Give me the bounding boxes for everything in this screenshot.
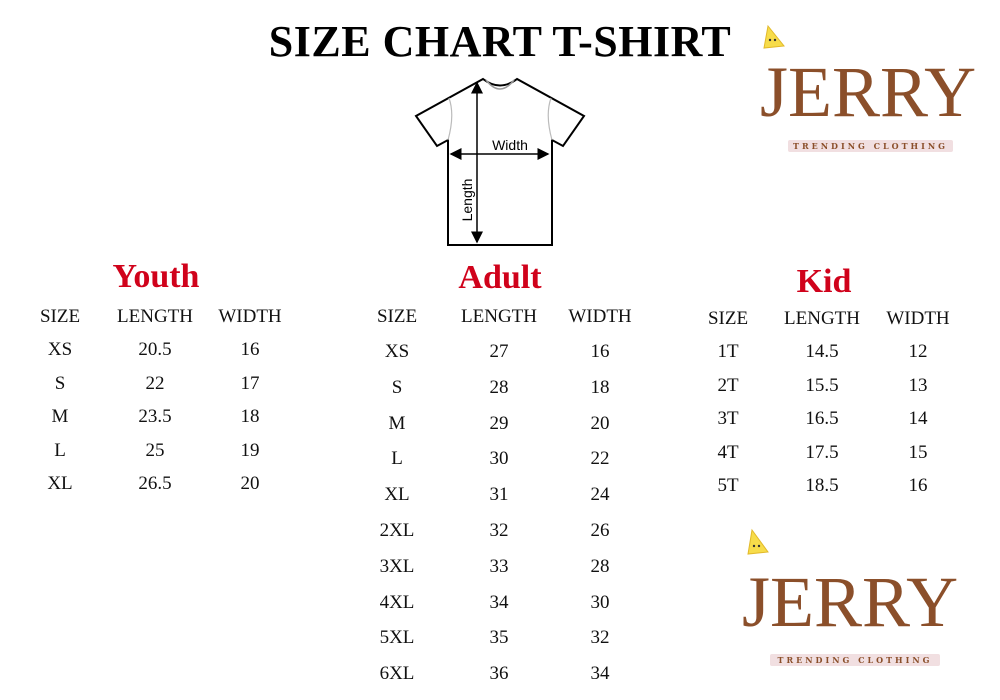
section-title: Kid <box>796 263 852 300</box>
table-cell: XS <box>384 341 410 362</box>
table-cell: 36 <box>489 663 509 685</box>
section-title: Youth <box>112 258 200 295</box>
table-cell: 32 <box>590 627 610 649</box>
table-cell: 24 <box>590 484 610 506</box>
column-header: LENGTH <box>117 306 193 327</box>
table-cell: 30 <box>590 591 610 613</box>
table-cell: M <box>51 406 69 427</box>
table-cell: 3XL <box>379 555 415 577</box>
column-header: LENGTH <box>784 308 860 329</box>
table-cell: L <box>54 439 66 461</box>
table-cell: 3T <box>717 408 739 429</box>
table-cell: 18 <box>590 376 610 398</box>
column-header: WIDTH <box>218 306 282 327</box>
table-cell: 26.5 <box>138 473 172 494</box>
logo-tagline: TRENDING CLOTHING <box>788 140 953 152</box>
table-cell: 23.5 <box>138 406 172 427</box>
table-cell: 33 <box>489 555 509 577</box>
table-cell: 28 <box>489 376 509 398</box>
brand-logo-bottom: JERRY TRENDING CLOTHING <box>742 528 967 673</box>
table-cell: 26 <box>590 520 610 541</box>
table-cell: 29 <box>489 412 509 434</box>
table-cell: 16 <box>908 475 928 496</box>
logo-tagline: TRENDING CLOTHING <box>770 654 940 666</box>
table-cell: 20 <box>590 412 610 434</box>
table-cell: 25 <box>145 439 165 461</box>
table-cell: XL <box>384 484 410 506</box>
table-cell: XS <box>47 339 73 360</box>
table-cell: 20.5 <box>138 339 172 360</box>
table-cell: 14.5 <box>805 341 839 362</box>
table-cell: S <box>391 376 403 398</box>
table-cell: 15.5 <box>805 374 839 396</box>
table-cell: 15 <box>908 441 928 463</box>
table-cell: 17.5 <box>805 441 839 463</box>
table-cell: S <box>54 372 66 394</box>
table-cell: 20 <box>240 473 260 494</box>
column-header: WIDTH <box>886 308 950 329</box>
table-cell: L <box>391 448 403 470</box>
table-cell: 32 <box>489 520 509 541</box>
logo-wordmark: JERRY <box>742 562 959 642</box>
table-cell: 27 <box>489 341 509 362</box>
table-cell: 1T <box>717 341 739 362</box>
table-cell: 17 <box>240 372 260 394</box>
table-cell: 18 <box>240 406 260 427</box>
table-cell: 5XL <box>379 627 415 649</box>
table-cell: 16 <box>240 339 260 360</box>
width-label: Width <box>492 137 528 153</box>
table-cell: 18.5 <box>805 475 839 496</box>
table-cell: 4XL <box>379 591 415 613</box>
table-cell: 2T <box>717 374 739 396</box>
table-cell: 2XL <box>379 520 415 541</box>
table-cell: 22 <box>590 448 610 470</box>
table-cell: 30 <box>489 448 509 470</box>
page-title: SIZE CHART T-SHIRT <box>268 17 732 66</box>
table-cell: 14 <box>908 408 928 429</box>
table-cell: 28 <box>590 555 610 577</box>
column-header: SIZE <box>39 306 81 327</box>
length-label: Length <box>459 179 475 222</box>
brand-logo-top: JERRY TRENDING CLOTHING <box>760 22 985 157</box>
table-cell: XL <box>47 473 73 494</box>
table-cell: 13 <box>908 374 928 396</box>
table-cell: 4T <box>717 441 739 463</box>
table-cell: 12 <box>908 341 928 362</box>
logo-wordmark: JERRY <box>760 52 977 132</box>
table-cell: 35 <box>489 627 509 649</box>
column-header: SIZE <box>707 308 749 329</box>
section-title: Adult <box>458 259 542 296</box>
tshirt-diagram: Width Length <box>414 77 586 246</box>
cheese-mascot-icon <box>747 528 769 555</box>
column-header: WIDTH <box>568 306 632 327</box>
table-cell: 34 <box>590 663 610 685</box>
column-header: SIZE <box>376 306 418 327</box>
table-cell: 6XL <box>379 663 415 685</box>
table-cell: 22 <box>145 372 165 394</box>
table-cell: M <box>388 412 406 434</box>
table-cell: 19 <box>240 439 260 461</box>
table-cell: 16.5 <box>805 408 839 429</box>
table-cell: 16 <box>590 341 610 362</box>
tshirt-outline <box>414 77 586 246</box>
table-cell: 5T <box>717 475 739 496</box>
cheese-mascot-icon <box>763 24 785 49</box>
table-cell: 34 <box>489 591 509 613</box>
table-cell: 31 <box>489 484 509 506</box>
column-header: LENGTH <box>461 306 537 327</box>
